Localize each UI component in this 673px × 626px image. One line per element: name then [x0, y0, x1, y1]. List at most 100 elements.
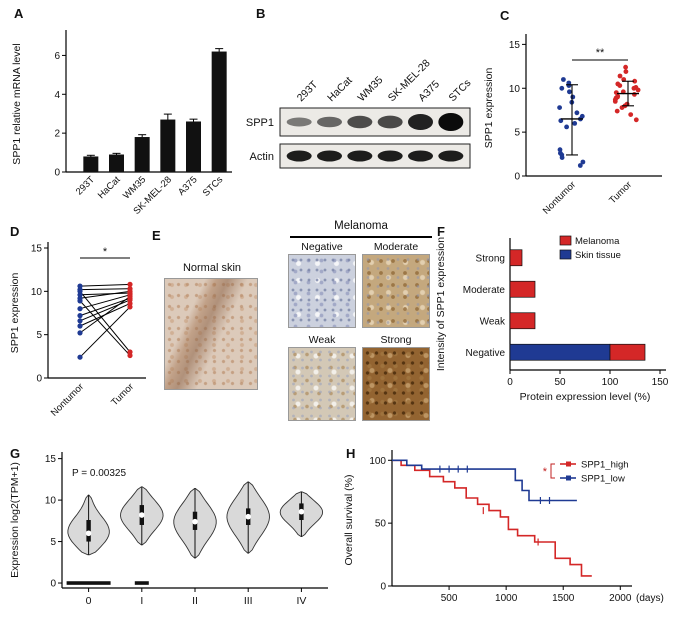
data-point — [615, 93, 621, 99]
protein-band — [438, 150, 464, 162]
y-tick-label: 0 — [54, 168, 60, 179]
x-tick-label: 0 — [86, 595, 92, 607]
legend-marker — [566, 461, 571, 467]
nontumor-point — [77, 354, 83, 360]
y-tick-label: 10 — [45, 496, 57, 507]
legend-swatch — [559, 235, 572, 246]
panel-f-label: F — [437, 224, 445, 239]
y-tick-label: 15 — [31, 244, 43, 255]
zero-expression-bar — [134, 581, 149, 585]
data-point — [574, 110, 580, 116]
ihc-tile-label-negative: Negative — [301, 241, 343, 253]
protein-band — [317, 150, 342, 162]
overall-survival-km-plot: 0 50 100 500 1000 1500 2000 (days) SPP1_high SPP1… — [343, 450, 664, 604]
legend-swatch — [559, 249, 572, 260]
x-tick-label: 1000 — [495, 593, 518, 604]
legend-marker — [566, 475, 571, 481]
y-tick-label: 50 — [375, 519, 387, 530]
y-axis-label: SPP1 relative mRNA level — [11, 43, 23, 164]
x-tick-label: Tumor — [109, 381, 136, 408]
lane-label: A375 — [416, 78, 442, 104]
bar-segment — [509, 280, 536, 298]
normal-skin-label: Normal skin — [182, 262, 242, 274]
pair-line — [79, 290, 131, 353]
ihc-image-moderate — [362, 254, 430, 328]
melanoma-underline — [290, 236, 432, 238]
nontumor-point — [77, 313, 83, 319]
legend-label: Melanoma — [575, 236, 620, 247]
protein-band — [347, 150, 373, 162]
ihc-tile-label-weak: Weak — [308, 334, 336, 346]
pair-line — [79, 299, 131, 322]
data-point — [558, 150, 563, 156]
panel-a: A 0 2 4 6 293T HaCat WM35 SK-MEL-28 A375 STCs SPP1… — [6, 2, 238, 216]
x-tick-label: 50 — [554, 377, 566, 388]
median-dot — [85, 530, 92, 537]
spp1-expression-dot-plot: 0 5 10 15 Nontumor Tumor ** SPP1 expression — [483, 34, 662, 216]
x-tick-label: 2000 — [609, 593, 632, 604]
protein-band — [408, 150, 433, 162]
y-axis-label: Overall survival (%) — [343, 474, 355, 565]
x-tick-label: HaCat — [96, 174, 123, 201]
pair-line — [79, 283, 131, 287]
x-tick-label: III — [244, 595, 253, 607]
data-point — [633, 85, 639, 90]
x-tick-label: Nontumor — [541, 179, 578, 216]
data-point — [570, 94, 576, 100]
data-point — [559, 85, 565, 91]
x-tick-label: 0 — [507, 377, 513, 388]
y-tick-label: 5 — [514, 128, 520, 139]
zero-expression-bar — [66, 581, 111, 585]
x-tick-label: STCs — [201, 174, 226, 199]
bar-segment — [509, 343, 611, 361]
bar-293T — [83, 156, 99, 172]
panel-c: C 0 5 10 15 Nontumor Tumor ** SPP1 expression — [476, 2, 673, 216]
row-label: Weak — [480, 316, 506, 327]
y-tick-label: 15 — [45, 454, 57, 465]
nontumor-point — [77, 298, 83, 304]
legend-label: SPP1_high — [581, 460, 629, 471]
x-axis-label: Protein expression level (%) — [520, 391, 651, 403]
y-axis-label: SPP1 expression — [9, 273, 21, 354]
x-tick-label: IV — [296, 595, 306, 607]
data-point — [577, 163, 583, 168]
y-tick-label: 4 — [54, 90, 60, 101]
data-point — [614, 108, 620, 114]
panel-c-label: C — [500, 8, 510, 23]
bar-segment — [609, 343, 646, 361]
legend-label: Skin tissue — [575, 250, 621, 261]
lane-label: STCs — [446, 77, 473, 104]
y-tick-label: 5 — [50, 537, 56, 548]
panel-b: B 293T HaCat WM35 SK-MEL-28 A375 STCs SPP1 Acti… — [240, 2, 474, 216]
tumor-point — [127, 304, 133, 310]
pair-line — [79, 306, 131, 358]
ihc-tile-label-strong: Strong — [380, 334, 412, 346]
y-tick-label: 10 — [31, 287, 43, 298]
y-tick-label: 5 — [36, 330, 42, 341]
data-point — [632, 92, 637, 97]
data-point — [557, 105, 562, 110]
pair-line — [79, 300, 131, 356]
panel-g: G 0 5 10 15 0 I II III IV P = 0.00325 Expression l… — [4, 438, 336, 626]
paired-expression-plot: 0 5 10 15 * Nontumor Tumor SPP1 expression — [9, 242, 146, 419]
x-tick-label: 293T — [74, 174, 97, 197]
y-tick-label: 6 — [54, 51, 60, 62]
x-tick-label: I — [140, 595, 143, 607]
legend-label: SPP1_low — [581, 474, 625, 485]
y-axis-label: Expression log2(TPM+1) — [9, 462, 21, 578]
data-point — [567, 89, 572, 95]
significance-stars: * — [543, 466, 548, 478]
x-tick-label: A375 — [176, 174, 199, 197]
protein-band — [317, 116, 342, 128]
data-point — [579, 113, 585, 119]
pair-line — [79, 288, 131, 291]
bar-WM35 — [134, 137, 150, 172]
protein-band — [377, 150, 403, 162]
protein-band — [286, 150, 312, 162]
bar-STCs — [211, 51, 227, 172]
data-point — [633, 117, 639, 123]
ihc-image-weak — [288, 347, 356, 421]
pair-line — [79, 296, 131, 334]
nontumor-point — [77, 306, 83, 312]
